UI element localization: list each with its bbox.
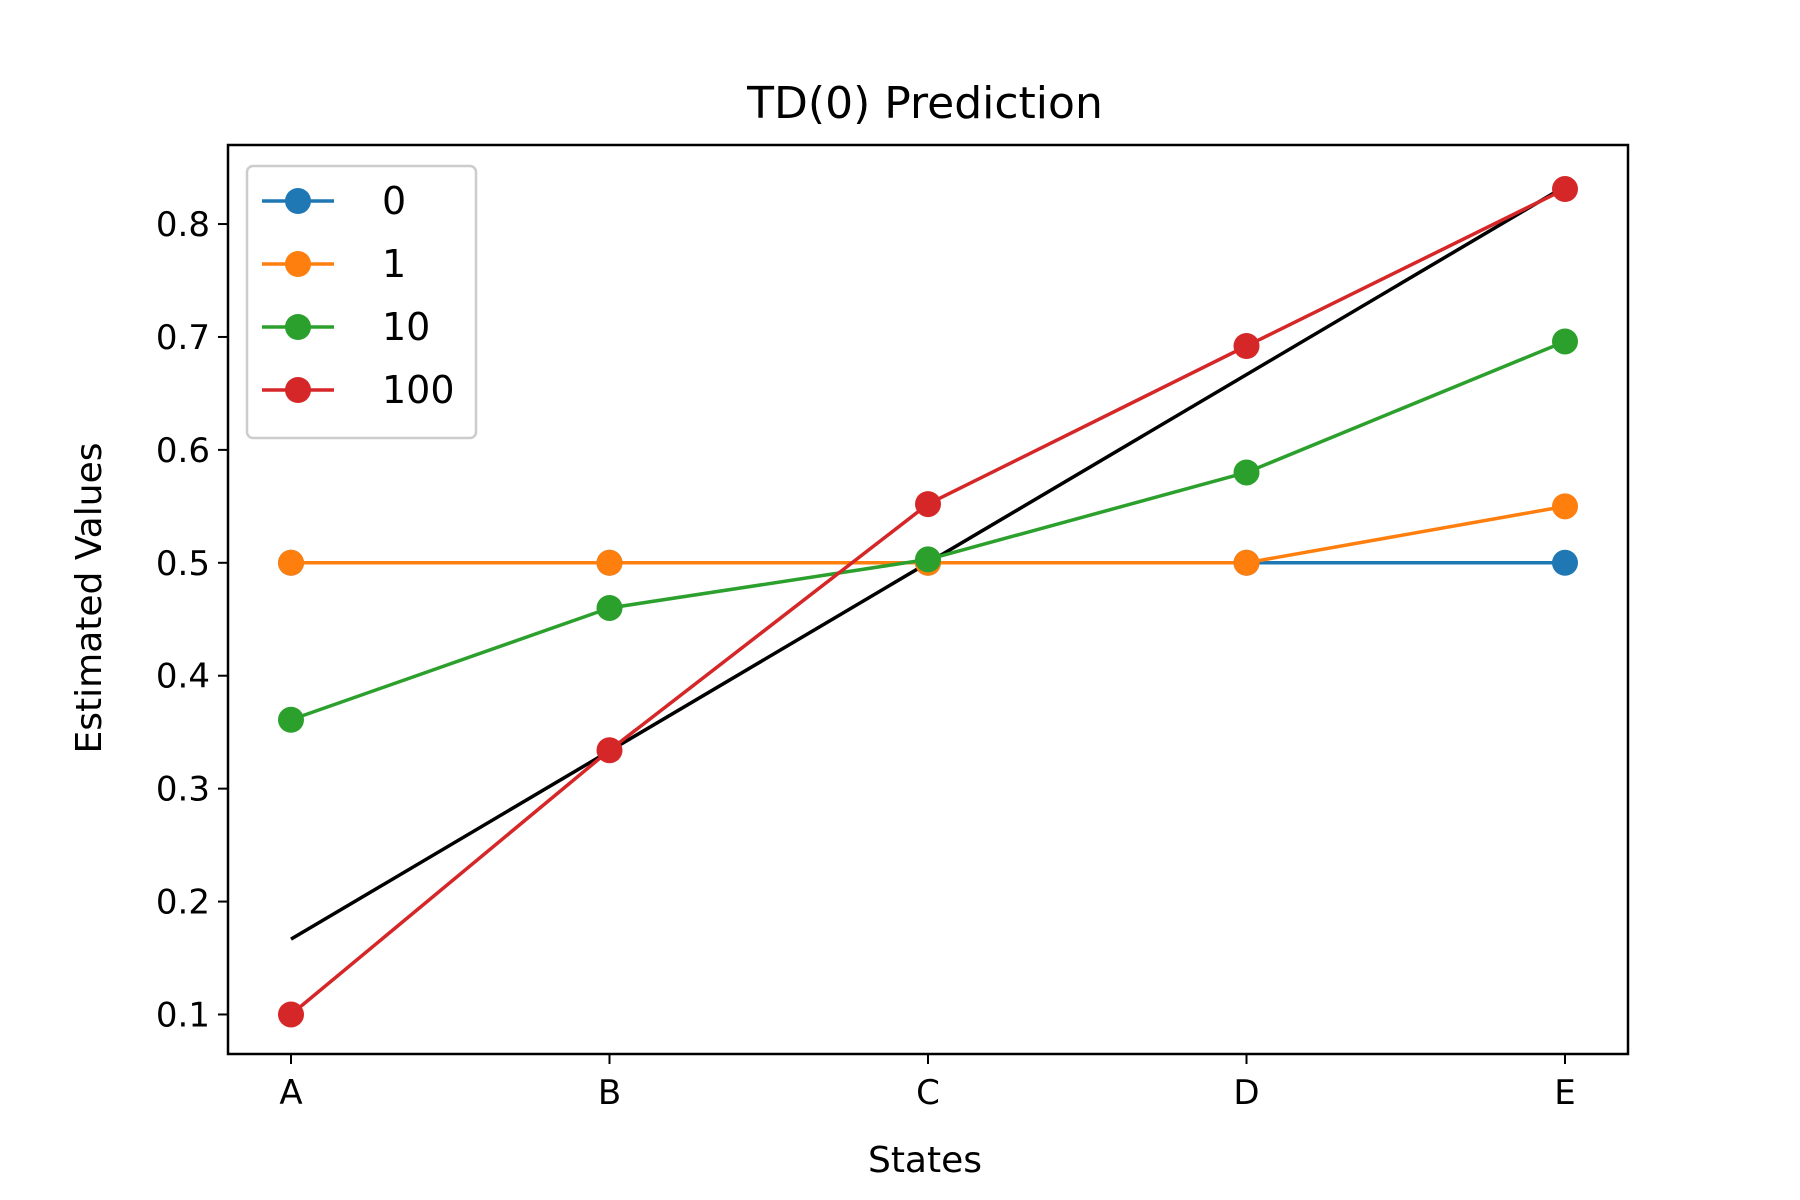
y-axis-title: Estimated Values bbox=[69, 443, 110, 754]
data-point bbox=[1233, 332, 1260, 359]
data-point bbox=[278, 1001, 304, 1028]
data-point bbox=[278, 706, 304, 733]
legend-item: 0 bbox=[262, 179, 406, 223]
x-tick-label: B bbox=[598, 1073, 621, 1113]
legend-marker bbox=[285, 314, 311, 340]
data-point bbox=[1552, 493, 1578, 520]
data-point bbox=[596, 737, 623, 764]
x-tick-label: C bbox=[916, 1073, 940, 1113]
data-point bbox=[596, 594, 623, 621]
plot-area bbox=[278, 176, 1578, 1028]
data-point bbox=[915, 546, 941, 573]
x-tick-label: A bbox=[279, 1073, 302, 1113]
legend: 0 1 10 100 bbox=[245, 164, 478, 440]
y-tick-label: 0.5 bbox=[156, 544, 210, 584]
legend-label: 1 bbox=[382, 242, 406, 286]
y-tick-label: 0.4 bbox=[156, 657, 210, 697]
x-tick-label: D bbox=[1233, 1073, 1259, 1113]
x-axis: A B C D E bbox=[279, 1054, 1576, 1113]
x-axis-title: States bbox=[868, 1140, 982, 1181]
y-axis: 0.1 0.2 0.3 0.4 0.5 0.6 0.7 0.8 bbox=[156, 205, 228, 1035]
legend-item: 10 bbox=[262, 305, 430, 349]
y-tick-label: 0.6 bbox=[156, 431, 210, 471]
data-point bbox=[1552, 549, 1578, 576]
series-line bbox=[289, 187, 1566, 1016]
legend-label: 0 bbox=[382, 179, 406, 223]
data-point bbox=[1552, 328, 1578, 355]
y-tick-label: 0.1 bbox=[156, 995, 210, 1035]
legend-marker bbox=[285, 251, 311, 277]
y-tick-label: 0.2 bbox=[156, 883, 210, 923]
y-tick-label: 0.7 bbox=[156, 318, 210, 358]
series-10 bbox=[278, 328, 1578, 733]
legend-box bbox=[245, 164, 478, 440]
chart-title: TD(0) Prediction bbox=[746, 78, 1103, 129]
legend-marker bbox=[285, 377, 311, 403]
x-tick-label: E bbox=[1554, 1073, 1575, 1113]
legend-marker bbox=[285, 188, 311, 214]
legend-label: 100 bbox=[382, 368, 455, 412]
legend-label: 10 bbox=[382, 305, 430, 349]
series-line bbox=[290, 339, 1566, 722]
data-point bbox=[278, 549, 304, 576]
data-point bbox=[1233, 459, 1260, 486]
data-point bbox=[915, 491, 941, 518]
data-point bbox=[1552, 176, 1578, 203]
data-point bbox=[596, 549, 623, 576]
y-tick-label: 0.3 bbox=[156, 770, 210, 810]
y-tick-label: 0.8 bbox=[156, 205, 210, 245]
data-point bbox=[1233, 549, 1260, 576]
series-100 bbox=[278, 176, 1578, 1028]
legend-item: 1 bbox=[262, 242, 406, 286]
legend-item: 100 bbox=[262, 368, 455, 412]
